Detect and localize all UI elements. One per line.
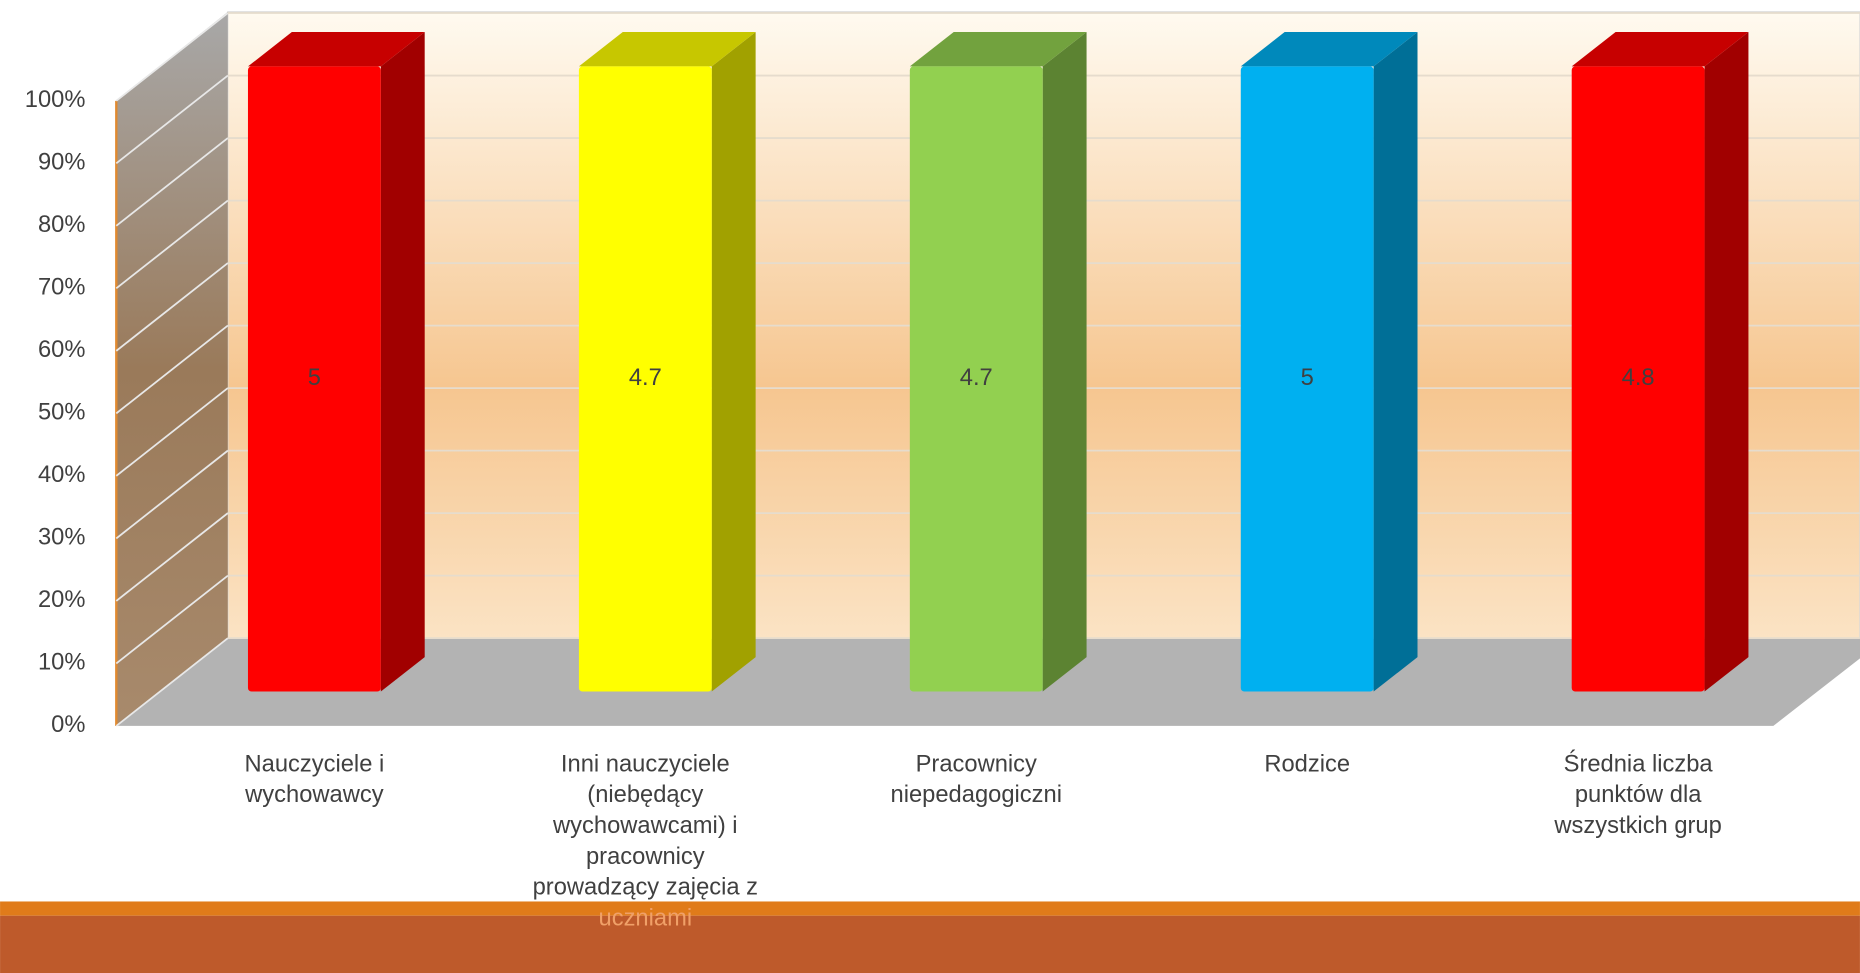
grid-line (115, 387, 229, 477)
bar-side (380, 32, 425, 692)
y-tick-label: 50% (38, 400, 85, 426)
x-tick-label: Nauczyciele i (245, 751, 385, 777)
bar-front (247, 66, 381, 692)
x-tick-label: (niebędący (587, 782, 703, 808)
bar (909, 32, 1087, 692)
grid-line (115, 512, 229, 602)
grid-line (115, 637, 229, 727)
grid-line (115, 12, 229, 102)
bar-side (711, 32, 756, 692)
y-tick-label: 30% (38, 525, 85, 551)
data-label: 4.8 (1622, 365, 1655, 391)
grid-line (115, 199, 229, 290)
x-tick-label: Inni nauczyciele (561, 751, 730, 777)
grid-line (115, 137, 229, 227)
bar-front (909, 66, 1043, 692)
y-tick-label: 80% (38, 212, 85, 238)
x-tick-label: Średnia liczba (1564, 749, 1714, 777)
y-tick-label: 0% (51, 712, 85, 738)
x-tick-label: pracownicy (586, 844, 705, 870)
bar (578, 32, 756, 692)
bar-side (1373, 32, 1418, 692)
grid-line (115, 324, 229, 415)
data-label: 5 (1301, 365, 1314, 391)
bar (1571, 32, 1749, 692)
x-tick-label: wychowawcami) i (552, 813, 738, 839)
y-tick-label: 20% (38, 587, 85, 613)
x-tick-label: prowadzący zajęcia z (533, 875, 758, 901)
y-tick-label: 40% (38, 462, 85, 488)
bar (247, 32, 425, 692)
x-tick-label: uczniami (599, 906, 693, 932)
bar-top (1571, 32, 1749, 67)
x-tick-label: wychowawcy (244, 782, 384, 808)
x-tick-label: punktów dla (1575, 782, 1702, 808)
footer-band (0, 915, 1860, 973)
bar-side (1042, 32, 1087, 692)
x-tick-label: niepedagogiczni (891, 782, 1062, 808)
y-tick-label: 70% (38, 275, 85, 301)
y-tick-label: 100% (25, 87, 86, 113)
bar (1240, 32, 1418, 692)
bar-top (578, 32, 756, 67)
data-label: 5 (308, 365, 321, 391)
bar-front (1240, 66, 1374, 692)
bar-front (1571, 66, 1705, 692)
grid-line (115, 262, 229, 352)
y-tick-label: 10% (38, 650, 85, 676)
bar-top (1240, 32, 1418, 67)
x-tick-label: wszystkich grup (1553, 813, 1721, 839)
grid-line (115, 74, 229, 165)
footer-stripe (0, 901, 1860, 916)
grid-line (115, 449, 229, 540)
x-tick-label: Pracownicy (916, 751, 1037, 777)
x-tick-label: Rodzice (1264, 751, 1350, 777)
bar-top (247, 32, 425, 67)
data-label: 4.7 (629, 365, 662, 391)
bar-top (909, 32, 1087, 67)
grid-line (115, 574, 229, 665)
bar-side (1704, 32, 1749, 692)
data-label: 4.7 (960, 365, 993, 391)
y-tick-label: 90% (38, 150, 85, 176)
bar-front (578, 66, 712, 692)
y-tick-label: 60% (38, 337, 85, 363)
